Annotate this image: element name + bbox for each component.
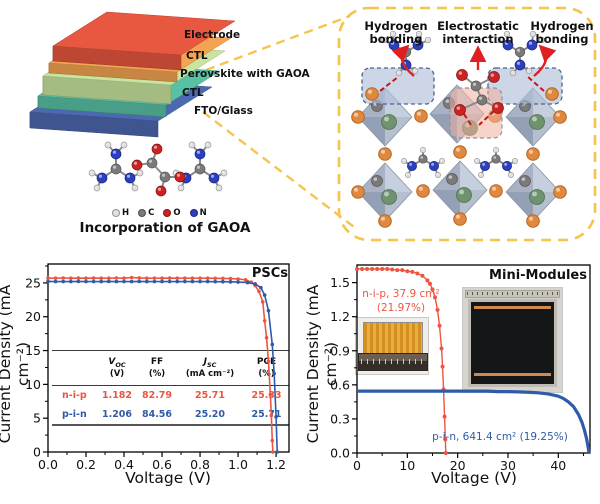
ruler [465,290,560,298]
legend-label-n: N [199,208,207,218]
legend-item-n: N [189,208,207,218]
svg-text:1.2: 1.2 [330,309,350,324]
o-atom-icon [163,209,172,217]
layer-label-ctl-top: CTL [186,50,208,62]
module-y-axis-label: Current Density (mA cm⁻²) [304,284,340,444]
svg-text:0.0: 0.0 [38,457,58,472]
module-x-axis-label: Voltage (V) [431,469,517,487]
table-row: p-i-n 1.206 84.56 25.20 25.71 [62,409,282,420]
gaoa-molecule [88,141,228,197]
svg-text:25: 25 [25,275,41,290]
svg-text:20: 20 [450,458,466,473]
svg-text:10: 10 [25,377,41,392]
psc-jv-chart: 0.0 0.2 0.4 0.6 0.8 1.0 1.2 0 5 10 15 20 25 [25,263,290,472]
svg-text:1.2: 1.2 [266,457,286,472]
svg-text:5: 5 [33,411,41,426]
legend-item-c: C [138,208,154,218]
psc-x-axis-label: Voltage (V) [125,469,211,487]
ionic-dash-left [463,113,472,126]
perovskite-interaction-panel [337,6,597,242]
legend-item-h: H [112,208,129,218]
svg-text:0.8: 0.8 [190,457,210,472]
pin-module-annotation: p-i-n, 641.4 cm² (19.25%) [432,431,568,443]
hydrogen-bond-box-left [361,67,435,105]
stack-caption: Incorporation of GAOA [79,220,251,236]
h-bond-dash-left [379,76,399,92]
svg-text:0.6: 0.6 [152,457,172,472]
svg-text:10: 10 [399,458,415,473]
svg-text:20: 20 [25,309,41,324]
header-ff: FF (%) [148,356,166,380]
label-hydrogen-bonding-left: Hydrogen bonding [364,19,428,46]
svg-text:40: 40 [550,458,566,473]
header-jsc: JSC (mA cm⁻²) [185,356,235,380]
c-atom-icon [138,209,147,217]
svg-text:0.9: 0.9 [330,343,350,358]
svg-text:1.0: 1.0 [228,457,248,472]
module-active-area [471,302,554,384]
module-frame [468,299,557,387]
layer-label-fto-glass: FTO/Glass [194,105,253,117]
legend-item-o: O [163,208,181,218]
arrow-hydrogen-left [391,44,415,77]
label-hydrogen-bonding-right: Hydrogen bonding [530,19,594,46]
table-header-row: VOC (V) FF (%) JSC (mA cm⁻²) PCE (%) [52,351,289,386]
svg-text:0.0: 0.0 [330,446,350,461]
header-voc: VOC (V) [108,356,126,380]
psc-y-axis-label: Current Density (mA cm⁻²) [0,284,32,444]
arrow-hydrogen-right [533,44,557,77]
svg-text:30: 30 [500,458,516,473]
small-module-photo [356,318,428,374]
atom-legend: H C O N [112,208,207,218]
ionic-dash-right [478,110,495,126]
nip-module-annotation: n-i-p, 37.9 cm² (21.97%) [362,288,440,314]
n-atom-icon [189,209,198,217]
device-stack-3d [29,11,236,138]
legend-label-c: C [148,208,155,218]
svg-text:0: 0 [33,445,41,460]
ruler [358,353,428,371]
callout-line-top [205,14,351,72]
layer-label-electrode: Electrode [184,29,241,41]
layer-label-ctl-bottom: CTL [182,87,204,99]
callout-line-bottom [202,111,359,231]
layer-label-perovskite: Perovskite with GAOA [180,68,310,80]
zoom-dashed-border [337,6,597,242]
table-row: n-i-p 1.182 82.79 25.71 25.33 [62,390,282,401]
module-jv-chart: 0 10 20 30 40 0.0 0.3 0.6 0.9 1.2 1.5 [330,264,591,473]
svg-text:1.5: 1.5 [330,275,350,290]
h-bond-dash-right [527,76,545,92]
svg-text:0.2: 0.2 [76,457,96,472]
psc-metrics-table: VOC (V) FF (%) JSC (mA cm⁻²) PCE (%) n-i-p 1… [52,350,289,426]
psc-chart-title: PSCs [251,266,288,281]
busbar-strip [474,373,551,376]
module-chart-title: Mini-Modules [489,268,587,283]
large-module-photo [463,288,562,392]
svg-text:0: 0 [353,458,361,473]
svg-text:0.3: 0.3 [330,411,350,426]
h-atom-icon [112,209,120,217]
svg-text:0.6: 0.6 [330,377,350,392]
svg-text:0.4: 0.4 [114,457,134,472]
busbar-strip [474,306,551,309]
header-pce: PCE (%) [256,356,277,380]
legend-label-h: H [122,208,130,218]
legend-label-o: O [173,208,181,218]
svg-text:15: 15 [25,343,41,358]
label-electrostatic-interaction: Electrostatic interaction [437,19,519,46]
